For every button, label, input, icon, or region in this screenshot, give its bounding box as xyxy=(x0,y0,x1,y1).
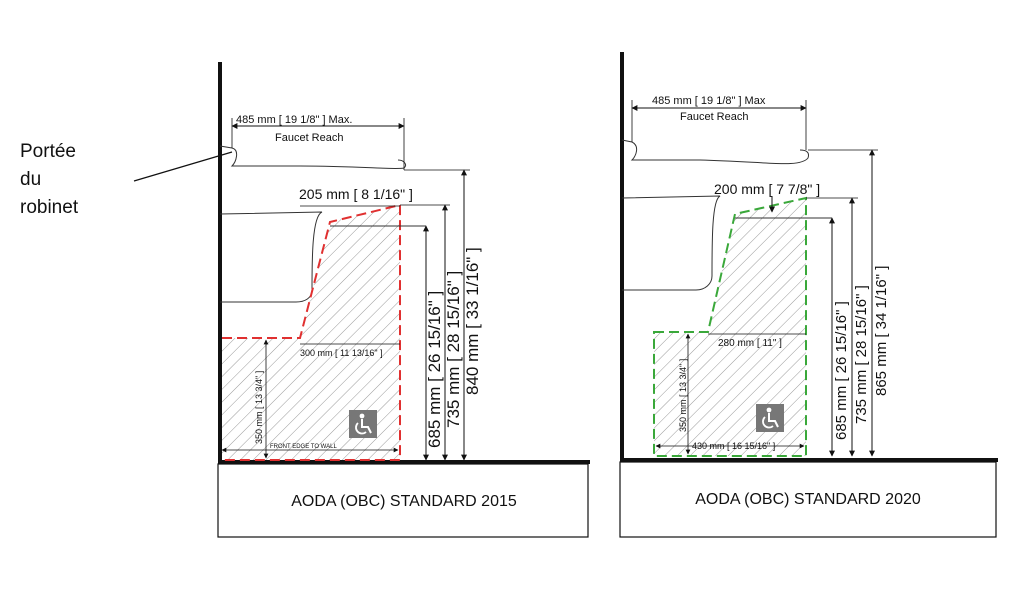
h735-2015: 735 mm [ 28 15/16" ] xyxy=(444,271,463,428)
faucet-reach-label-2015: Faucet Reach xyxy=(275,132,343,144)
h735-2020: 735 mm [ 28 15/16" ] xyxy=(853,285,870,424)
faucet-reach-2020: 485 mm [ 19 1/8" ] Max xyxy=(652,95,766,107)
callout-leader-line xyxy=(133,151,233,182)
toe-depth-2015: 300 mm [ 11 13/16" ] xyxy=(300,348,383,358)
h685-2015: 685 mm [ 26 15/16" ] xyxy=(425,291,444,448)
callout-line-1: Portée xyxy=(20,141,76,162)
h685-2020: 685 mm [ 26 15/16" ] xyxy=(833,301,850,440)
caption-2020: AODA (OBC) STANDARD 2020 xyxy=(695,491,921,508)
callout-line-2: du xyxy=(20,169,42,190)
faucet-reach-label-2020: Faucet Reach xyxy=(680,111,748,123)
h840-2015: 840 mm [ 33 1/16" ] xyxy=(463,247,482,395)
clearance-outline-2015 xyxy=(222,203,401,461)
wheelchair-icon xyxy=(349,410,377,438)
h865-2020: 865 mm [ 34 1/16" ] xyxy=(873,266,890,396)
knee-clearance-zone-2020 xyxy=(654,198,806,456)
toe-depth-2020: 280 mm [ 11" ] xyxy=(718,338,782,349)
toe-height-2015: 350 mm [ 13 3/4" ] xyxy=(254,371,264,444)
caption-box-2020: AODA (OBC) STANDARD 2020 xyxy=(619,461,997,538)
knee-depth-2020: 200 mm [ 7 7/8" ] xyxy=(714,181,820,197)
caption-2015: AODA (OBC) STANDARD 2015 xyxy=(291,493,517,510)
front-depth-2020: 430 mm [ 16 15/16" ] xyxy=(692,441,775,451)
faucet-reach-2015: 485 mm [ 19 1/8" ] Max. xyxy=(236,114,352,126)
sink-outline-2020 xyxy=(621,139,809,165)
callout-line-3: robinet xyxy=(20,197,79,218)
basin-outline-2020 xyxy=(621,195,721,291)
faucet-reach-callout: Portée du robinet xyxy=(20,138,140,222)
panel-2020: 485 mm [ 19 1/8" ] Max Faucet Reach 200 … xyxy=(619,52,998,538)
front-edge-label-2015: FRONT EDGE TO WALL xyxy=(270,444,337,450)
sink-outline-2015 xyxy=(219,145,407,170)
knee-depth-2015: 205 mm [ 8 1/16" ] xyxy=(299,186,413,202)
toe-height-2020: 350 mm [ 13 3/4" ] xyxy=(678,359,688,432)
basin-outline-2015 xyxy=(219,211,323,303)
panel-2015: 485 mm [ 19 1/8" ] Max. Faucet Reach 205… xyxy=(217,62,590,538)
wheelchair-icon xyxy=(756,404,784,432)
caption-box-2015: AODA (OBC) STANDARD 2015 xyxy=(217,463,589,538)
